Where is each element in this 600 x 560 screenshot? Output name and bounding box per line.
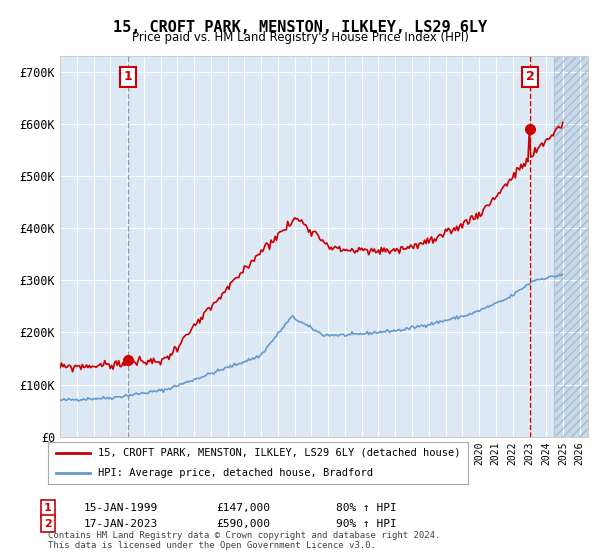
Text: 90% ↑ HPI: 90% ↑ HPI <box>336 519 397 529</box>
Text: Contains HM Land Registry data © Crown copyright and database right 2024.
This d: Contains HM Land Registry data © Crown c… <box>48 530 440 550</box>
Text: 1: 1 <box>124 71 132 83</box>
Bar <box>554 56 588 437</box>
Text: £147,000: £147,000 <box>216 503 270 514</box>
Text: Price paid vs. HM Land Registry's House Price Index (HPI): Price paid vs. HM Land Registry's House … <box>131 31 469 44</box>
Text: 80% ↑ HPI: 80% ↑ HPI <box>336 503 397 514</box>
Text: 2: 2 <box>526 71 535 83</box>
Text: 2: 2 <box>44 519 52 529</box>
Text: 15, CROFT PARK, MENSTON, ILKLEY, LS29 6LY (detached house): 15, CROFT PARK, MENSTON, ILKLEY, LS29 6L… <box>98 448 461 458</box>
Bar <box>554 56 588 437</box>
Text: £590,000: £590,000 <box>216 519 270 529</box>
Text: 1: 1 <box>44 503 52 514</box>
Text: 17-JAN-2023: 17-JAN-2023 <box>84 519 158 529</box>
Text: 15-JAN-1999: 15-JAN-1999 <box>84 503 158 514</box>
Text: HPI: Average price, detached house, Bradford: HPI: Average price, detached house, Brad… <box>98 468 373 478</box>
Text: 15, CROFT PARK, MENSTON, ILKLEY, LS29 6LY: 15, CROFT PARK, MENSTON, ILKLEY, LS29 6L… <box>113 20 487 35</box>
